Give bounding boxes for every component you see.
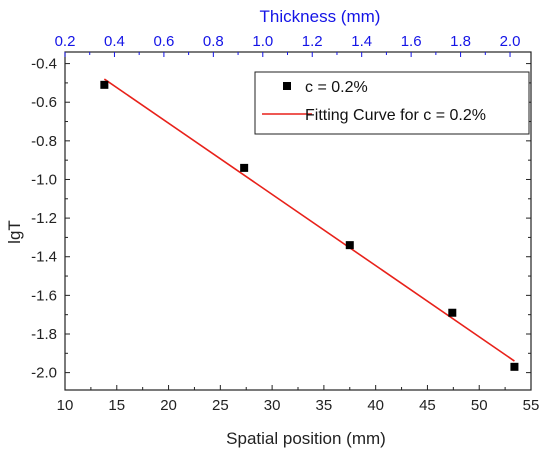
x2-tick-label: 1.4 [351, 33, 372, 50]
x2-tick-label: 0.4 [104, 33, 125, 50]
x2-tick-label: 1.0 [252, 33, 273, 50]
y-tick-label: -0.6 [31, 94, 57, 111]
legend-box [254, 71, 530, 135]
y-axis-title: lgT [5, 220, 24, 244]
data-point [240, 163, 249, 172]
data-point [100, 80, 109, 89]
x2-tick-label: 1.2 [302, 33, 323, 50]
legend-marker-scatter [283, 82, 291, 90]
y-tick-label: -1.0 [31, 171, 57, 188]
x-tick-label: 40 [367, 397, 384, 414]
x2-tick-label: 1.6 [401, 33, 422, 50]
x2-tick-label: 1.8 [450, 33, 471, 50]
x-tick-label: 20 [160, 397, 177, 414]
x2-tick-label: 0.8 [203, 33, 224, 50]
y-tick-label: -1.2 [31, 210, 57, 227]
y-tick-label: -1.8 [31, 326, 57, 343]
x2-axis-title: Thickness (mm) [260, 7, 381, 26]
x2-tick-label: 0.2 [55, 33, 76, 50]
x2-tick-label: 2.0 [500, 33, 521, 50]
x-tick-label: 50 [471, 397, 488, 414]
x2-tick-label: 0.6 [153, 33, 174, 50]
data-point [448, 308, 457, 317]
y-tick-label: -0.8 [31, 133, 57, 150]
y-tick-label: -1.6 [31, 287, 57, 304]
series-layer [100, 78, 519, 371]
y-tick-label: -1.4 [31, 249, 57, 266]
x-tick-label: 25 [212, 397, 229, 414]
ticks-layer: 10 15 20 25 30 35 40 45 50 55 0.2 0.4 0.6 0.8 1.0 1.2 1.… [31, 33, 539, 414]
legend-label-fit: Fitting Curve for c = 0.2% [305, 107, 486, 124]
x-tick-label: 10 [57, 397, 74, 414]
x-tick-label: 55 [523, 397, 540, 414]
data-point [510, 362, 519, 371]
x-tick-label: 30 [264, 397, 281, 414]
y-tick-label: -2.0 [31, 365, 57, 382]
legend: c = 0.2% Fitting Curve for c = 0.2% [254, 71, 530, 135]
y-tick-label: -0.4 [31, 56, 57, 73]
x-tick-label: 35 [316, 397, 333, 414]
x-tick-label: 45 [419, 397, 436, 414]
fit-line-series [103, 78, 515, 362]
x-axis-title: Spatial position (mm) [226, 429, 386, 448]
legend-label-scatter: c = 0.2% [305, 79, 368, 96]
data-point [345, 241, 354, 250]
x-tick-label: 15 [108, 397, 125, 414]
